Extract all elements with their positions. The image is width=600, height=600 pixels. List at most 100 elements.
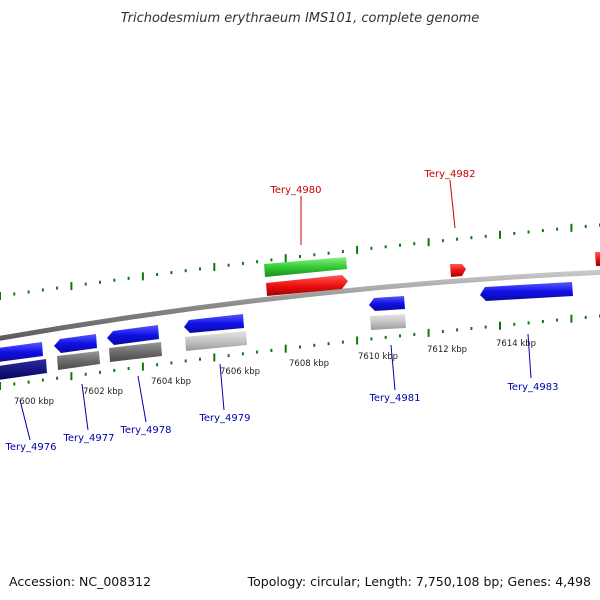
major-tick (141, 362, 144, 371)
minor-tick (384, 245, 387, 249)
major-tick (356, 245, 359, 254)
scale-label: 7604 kbp (151, 377, 191, 387)
gene-leader-lines (19, 179, 532, 441)
major-tick (0, 292, 1, 300)
gene-label-forward[interactable]: Tery_4982 (423, 169, 475, 180)
minor-tick (541, 320, 544, 323)
gene-light-gray-2[interactable] (370, 314, 406, 330)
scale-label: 7608 kbp (289, 359, 329, 369)
gene-red-edge[interactable] (595, 252, 600, 266)
minor-tick (241, 352, 244, 356)
major-tick (570, 223, 573, 232)
gene-red-tery-4982[interactable] (450, 264, 466, 277)
major-tick (213, 263, 216, 271)
minor-tick (170, 361, 173, 365)
minor-tick (41, 288, 44, 292)
scale-label: 7602 kbp (83, 387, 123, 397)
gene-label-reverse[interactable]: Tery_4979 (198, 413, 250, 424)
scale-label: 7606 kbp (220, 367, 260, 377)
scale-labels: 7600 kbp 7602 kbp 7604 kbp 7606 kbp 7608… (14, 339, 536, 407)
gene-blue-tery-4976[interactable] (0, 342, 43, 362)
minor-tick (527, 230, 530, 234)
minor-tick (341, 340, 344, 344)
outer-tick-ring (0, 223, 600, 300)
genome-backbone (0, 269, 600, 341)
gene-navy[interactable] (0, 359, 47, 380)
major-tick (70, 372, 73, 381)
minor-tick (313, 253, 316, 257)
minor-tick (56, 376, 59, 380)
major-tick (570, 314, 573, 323)
gene-blue-tery-4983[interactable] (480, 282, 573, 301)
accession-text: Accession: NC_008312 (9, 574, 151, 589)
gene-green[interactable] (264, 257, 347, 277)
minor-tick (484, 234, 487, 238)
minor-tick (399, 334, 401, 338)
genome-summary: Topology: circular; Length: 7,750,108 bp… (247, 574, 591, 589)
gene-blue-tery-4979[interactable] (184, 314, 244, 333)
minor-tick (113, 368, 116, 372)
minor-tick (227, 354, 230, 358)
gene-light-gray[interactable] (185, 331, 247, 351)
gene-label-reverse[interactable]: Tery_4977 (62, 433, 114, 444)
scale-label: 7612 kbp (427, 345, 467, 355)
minor-tick (341, 250, 344, 253)
minor-tick (127, 276, 130, 280)
gene-gray-2[interactable] (109, 342, 162, 362)
minor-tick (299, 345, 301, 349)
major-tick (356, 336, 359, 345)
minor-tick (384, 335, 387, 339)
minor-tick (470, 327, 473, 330)
page-title: Trichodesmium erythraeum IMS101, complet… (121, 11, 480, 26)
major-tick (499, 321, 501, 330)
minor-tick (441, 239, 444, 243)
gene-blue-tery-4978[interactable] (107, 325, 159, 345)
minor-tick (184, 359, 187, 363)
minor-tick (13, 292, 16, 296)
minor-tick (127, 367, 130, 370)
minor-tick (370, 246, 373, 250)
major-tick (141, 272, 144, 281)
major-tick (427, 328, 430, 337)
minor-tick (13, 382, 16, 386)
major-tick (284, 254, 287, 263)
minor-tick (456, 328, 459, 332)
gene-blue-tery-4981[interactable] (369, 296, 405, 311)
gene-label-reverse[interactable]: Tery_4976 (4, 442, 56, 453)
gene-red-tery-4980[interactable] (266, 275, 348, 296)
minor-tick (199, 357, 201, 361)
minor-tick (99, 280, 101, 284)
minor-tick (484, 325, 487, 329)
gene-gray-1[interactable] (57, 351, 100, 370)
minor-tick (84, 372, 87, 376)
minor-tick (327, 342, 330, 346)
minor-tick (113, 278, 116, 282)
minor-tick (556, 318, 559, 322)
minor-tick (470, 236, 473, 240)
major-tick (213, 353, 216, 362)
minor-tick (84, 282, 87, 286)
minor-tick (370, 337, 373, 341)
gene-label-reverse[interactable]: Tery_4981 (368, 393, 420, 404)
minor-tick (241, 261, 244, 265)
minor-tick (513, 231, 516, 235)
gene-blue-tery-4977[interactable] (54, 334, 97, 353)
minor-tick (456, 237, 459, 241)
minor-tick (170, 271, 173, 275)
major-tick (0, 382, 1, 390)
gene-label-forward[interactable]: Tery_4980 (269, 185, 321, 196)
gene-label-reverse[interactable]: Tery_4983 (506, 382, 558, 393)
minor-tick (541, 229, 544, 233)
minor-tick (556, 227, 559, 231)
minor-tick (199, 267, 201, 271)
minor-tick (256, 350, 259, 354)
minor-tick (156, 273, 159, 276)
minor-tick (441, 329, 444, 333)
scale-label: 7614 kbp (496, 339, 536, 349)
minor-tick (270, 258, 273, 262)
minor-tick (27, 290, 30, 294)
minor-tick (313, 343, 316, 347)
minor-tick (56, 286, 59, 290)
gene-label-reverse[interactable]: Tery_4978 (119, 425, 171, 436)
